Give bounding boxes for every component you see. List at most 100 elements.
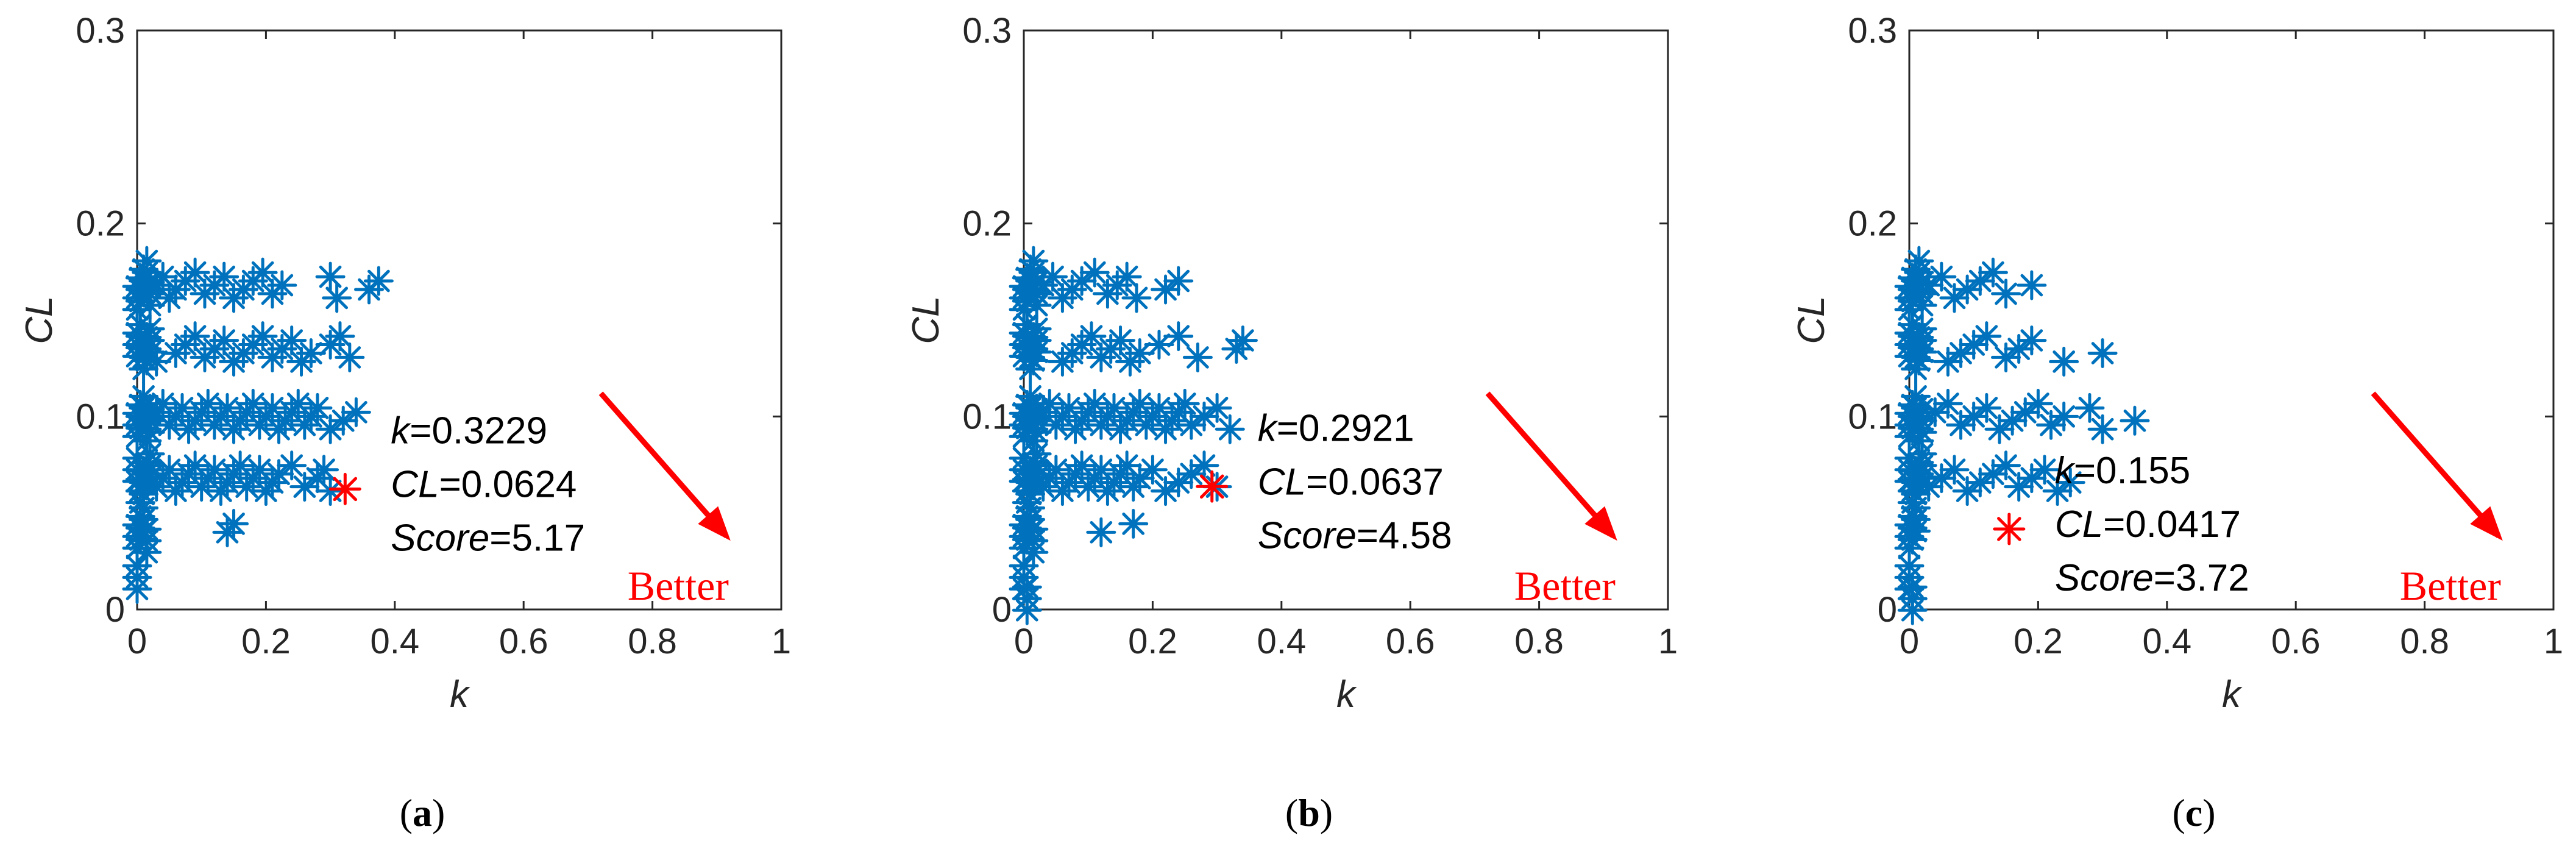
y-tick-label: 0 (1878, 590, 1897, 630)
x-tick-label: 0.2 (2014, 622, 2063, 661)
scatter-series (122, 246, 394, 604)
x-tick-label: 0.4 (370, 622, 419, 661)
scatter-point (1897, 572, 1928, 602)
scatter-point (1021, 314, 1052, 344)
scatter-point (180, 321, 210, 352)
annotation-score-value: =5.17 (489, 517, 585, 559)
annotation-score-value: =4.58 (1357, 514, 1452, 556)
scatter-point (1907, 314, 1937, 344)
scatter-point (1018, 514, 1049, 544)
x-tick-label: 0.2 (1128, 622, 1177, 661)
annotation-k-symbol: k (391, 410, 411, 452)
annotation-cl: CL=0.0637 (1258, 461, 1444, 503)
scatter-point (2049, 401, 2079, 432)
y-tick-label: 0.1 (962, 397, 1012, 436)
annotation-k: k=0.2921 (1258, 407, 1414, 449)
scatter-point (341, 397, 371, 427)
scatter-point (2017, 463, 2047, 494)
scatter-point (322, 283, 352, 313)
scatter-point (1971, 393, 2002, 423)
scatter-point (1991, 450, 2021, 481)
scatter-point (2087, 414, 2118, 444)
scatter-point (1021, 439, 1052, 469)
scatter-point (247, 321, 278, 352)
scatter-point (277, 450, 307, 481)
y-tick-label: 0 (992, 590, 1012, 630)
scatter-point (1176, 410, 1207, 440)
annotation-score: Score=5.17 (391, 517, 585, 559)
highlight-point (1196, 470, 1229, 503)
y-axis-label: CL (18, 296, 60, 344)
x-tick-label: 0.4 (2142, 622, 2191, 661)
scatter-point (302, 393, 333, 423)
scatter-point (1079, 257, 1110, 288)
better-label: Better (1514, 563, 1616, 609)
annotation-cl-value: =0.0624 (439, 463, 577, 505)
scatter-point (1227, 325, 1258, 356)
scatter-point (2055, 467, 2085, 498)
scatter-point (122, 550, 152, 581)
panel-caption-letter: c (2185, 791, 2202, 834)
scatter-point (122, 443, 152, 474)
scatter-point (325, 321, 355, 352)
scatter-point (2029, 455, 2060, 485)
scatter-point (277, 325, 307, 356)
better-arrow (598, 391, 731, 541)
annotation-k: k=0.155 (2055, 450, 2190, 492)
x-tick-label: 0 (127, 622, 147, 661)
scatter-series (1009, 246, 1258, 625)
better-label: Better (2400, 563, 2502, 609)
annotation-k-symbol: k (2055, 450, 2076, 492)
scatter-point (1124, 388, 1155, 419)
panel-caption-letter: a (413, 791, 432, 834)
annotation-score: Score=3.72 (2055, 557, 2249, 599)
x-axis-label: k (1336, 673, 1357, 716)
y-tick-label: 0.2 (962, 204, 1012, 244)
scatter-point (193, 388, 223, 419)
annotation-k-value: =0.2921 (1277, 407, 1414, 449)
scatter-point (247, 257, 278, 288)
x-axis-label: k (450, 673, 470, 716)
scatter-point (1904, 246, 1934, 276)
scatter-point (132, 514, 162, 544)
panel-caption: (b) (1285, 791, 1333, 834)
annotation-cl: CL=0.0417 (2055, 503, 2241, 545)
highlight-point (1993, 513, 2026, 545)
annotation-cl-value: =0.0637 (1306, 461, 1444, 503)
scatter-point (315, 261, 346, 292)
scatter-point (135, 314, 165, 344)
scatter-point (238, 388, 268, 419)
scatter-point (209, 261, 240, 292)
panel-caption-letter: b (1298, 791, 1320, 834)
panel-b: 0 0.2 0.4 0.6 0.8 100.10.20.3kCLk=0.2921CL=0.… (905, 11, 1678, 834)
annotation-score-value: =3.72 (2154, 557, 2249, 599)
scatter-point (363, 266, 394, 296)
scatter-point (1926, 261, 1957, 292)
better-label: Better (628, 563, 729, 609)
scatter-point (1163, 321, 1194, 352)
x-tick-label: 0 (1900, 622, 1919, 661)
scatter-point (1907, 439, 1937, 469)
scatter-point (1189, 401, 1219, 432)
annotation-score-symbol: Score (2055, 557, 2154, 599)
scatter-point (219, 508, 249, 539)
scatter-point (209, 325, 240, 356)
y-tick-label: 0.1 (76, 397, 125, 436)
y-tick-label: 0 (105, 590, 125, 630)
scatter-point (1894, 550, 1925, 581)
annotation-cl-symbol: CL (2055, 503, 2103, 545)
scatter-point (1932, 388, 1963, 419)
scatter-point (2023, 388, 2053, 419)
x-tick-label: 1 (1658, 622, 1678, 661)
y-axis-label: CL (1790, 296, 1833, 344)
y-tick-label: 0.2 (1848, 204, 1897, 244)
scatter-point (1012, 572, 1042, 602)
annotation-cl-symbol: CL (1258, 461, 1306, 503)
y-tick-label: 0.3 (76, 11, 125, 51)
scatter-point (1105, 325, 1136, 356)
x-tick-label: 0.2 (241, 622, 291, 661)
x-tick-label: 0.4 (1257, 622, 1306, 661)
scatter-point (1124, 463, 1155, 494)
x-tick-label: 0.8 (2400, 622, 2449, 661)
x-tick-label: 0.6 (1386, 622, 1435, 661)
